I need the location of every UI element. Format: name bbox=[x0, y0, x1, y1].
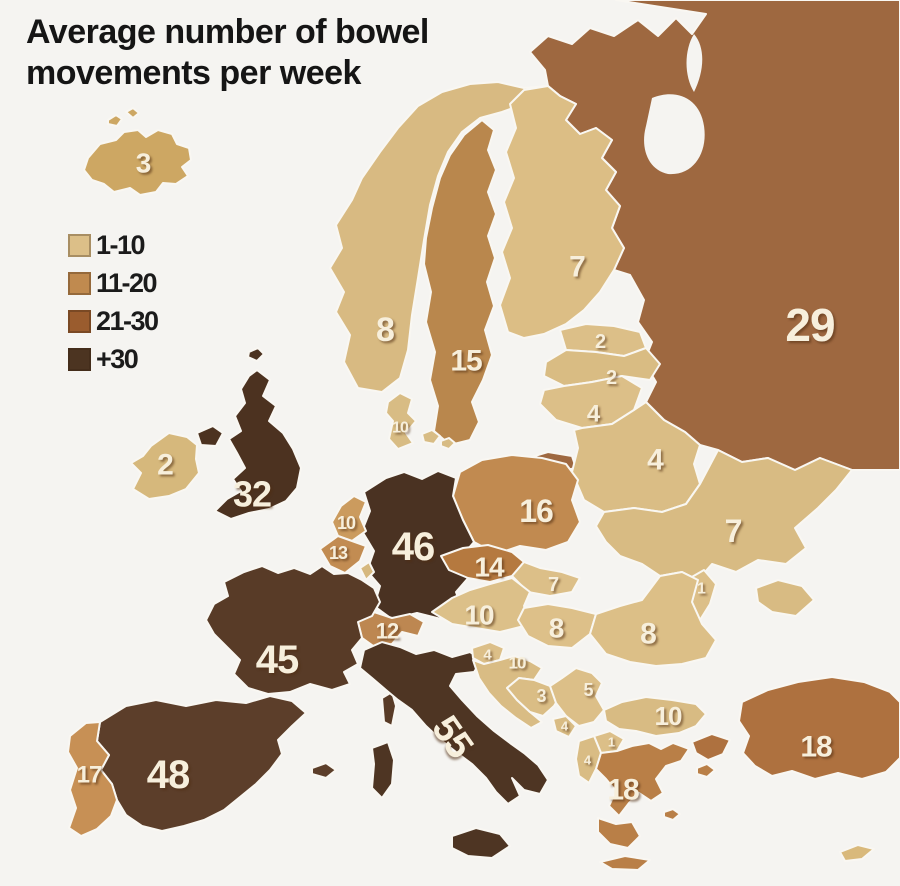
country-cyprus bbox=[839, 844, 875, 862]
legend-label: 1-10 bbox=[96, 230, 146, 260]
country-luxembourg bbox=[359, 561, 375, 581]
country-iceland bbox=[83, 107, 192, 196]
country-value-finland: 7 bbox=[569, 251, 585, 284]
country-value-hungary: 8 bbox=[549, 613, 564, 644]
country-value-greece: 18 bbox=[607, 774, 639, 807]
country-sweden bbox=[423, 119, 497, 446]
legend-label: 21-30 bbox=[96, 306, 159, 336]
map-title: Average number of bowel movements per we… bbox=[26, 12, 429, 94]
legend: 1-10 11-20 21-30 +30 bbox=[68, 230, 159, 375]
country-value-montenegro: 4 bbox=[561, 719, 569, 734]
country-latvia bbox=[543, 347, 661, 387]
country-bulgaria bbox=[603, 696, 707, 737]
country-switzerland bbox=[357, 611, 425, 649]
country-ireland bbox=[130, 432, 200, 500]
country-italy bbox=[359, 641, 549, 859]
country-value-france: 45 bbox=[256, 638, 299, 682]
country-value-uk: 32 bbox=[233, 474, 271, 515]
country-belarus bbox=[571, 401, 701, 513]
country-value-poland: 16 bbox=[519, 493, 553, 529]
country-value-norway: 8 bbox=[376, 311, 394, 349]
country-austria bbox=[431, 577, 537, 633]
country-value-estonia: 2 bbox=[595, 331, 606, 353]
country-greece bbox=[595, 742, 716, 871]
white-sea bbox=[644, 34, 705, 175]
country-romania bbox=[589, 571, 717, 667]
legend-swatch bbox=[68, 348, 91, 371]
legend-label: 11-20 bbox=[96, 268, 158, 298]
country-value-denmark: 10 bbox=[392, 420, 409, 437]
country-value-croatia: 10 bbox=[509, 654, 526, 673]
legend-swatch bbox=[68, 272, 91, 295]
country-turkey bbox=[691, 676, 900, 780]
country-value-portugal: 17 bbox=[77, 762, 102, 789]
country-value-romania: 8 bbox=[640, 618, 656, 651]
country-value-switzerland: 12 bbox=[376, 619, 399, 644]
country-value-russia: 29 bbox=[785, 299, 834, 351]
country-belgium bbox=[319, 535, 367, 574]
country-value-germany: 46 bbox=[392, 525, 435, 569]
legend-swatch bbox=[68, 234, 91, 257]
legend-swatch bbox=[68, 310, 91, 333]
map-title-line1: Average number of bowel bbox=[26, 13, 429, 51]
country-uk bbox=[196, 347, 302, 520]
legend-label: +30 bbox=[96, 344, 139, 374]
country-value-lithuania: 4 bbox=[587, 401, 601, 428]
country-denmark bbox=[385, 392, 456, 450]
country-value-belgium: 13 bbox=[329, 543, 348, 563]
legend-item: +30 bbox=[68, 344, 158, 375]
country-ukraine bbox=[595, 449, 853, 617]
country-value-slovenia: 4 bbox=[483, 647, 492, 664]
country-value-austria: 10 bbox=[464, 600, 494, 631]
country-value-albania: 4 bbox=[584, 753, 592, 768]
country-value-iceland: 3 bbox=[136, 148, 151, 179]
country-france bbox=[205, 565, 397, 727]
map-title-line2: movements per week bbox=[26, 53, 361, 92]
country-albania bbox=[575, 735, 602, 784]
country-hungary bbox=[517, 603, 597, 649]
country-spain bbox=[96, 695, 337, 832]
country-value-moldova: 1 bbox=[697, 581, 706, 598]
country-value-turkey: 18 bbox=[800, 731, 832, 764]
country-value-slovakia: 7 bbox=[548, 574, 559, 596]
country-value-ukraine: 7 bbox=[725, 513, 742, 549]
country-portugal bbox=[67, 721, 118, 837]
country-value-ireland: 2 bbox=[157, 449, 173, 482]
country-value-bosnia: 3 bbox=[536, 686, 546, 706]
country-value-spain: 48 bbox=[147, 753, 190, 797]
country-value-latvia: 2 bbox=[606, 367, 617, 389]
legend-item: 21-30 bbox=[68, 306, 159, 337]
country-value-serbia: 5 bbox=[583, 680, 593, 700]
legend-item: 11-20 bbox=[68, 268, 158, 299]
legend-item: 1-10 bbox=[68, 230, 158, 261]
country-value-bulgaria: 10 bbox=[655, 701, 682, 731]
country-slovakia bbox=[511, 561, 581, 597]
country-value-north-macedonia: 1 bbox=[608, 735, 615, 750]
country-serbia bbox=[549, 667, 605, 727]
country-montenegro bbox=[552, 715, 577, 738]
country-value-netherlands: 10 bbox=[337, 513, 356, 533]
country-finland bbox=[499, 85, 625, 339]
country-value-sweden: 15 bbox=[450, 345, 482, 378]
country-value-czechia: 14 bbox=[474, 552, 505, 583]
country-value-belarus: 4 bbox=[647, 444, 664, 477]
